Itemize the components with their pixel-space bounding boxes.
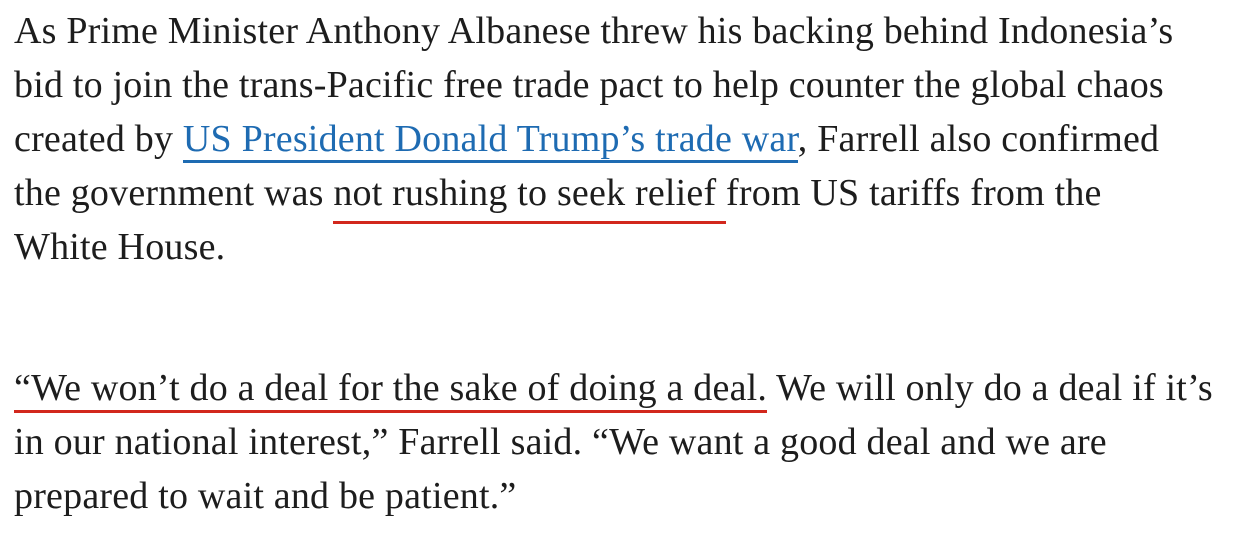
text-line: in our national interest,” Farrell said.… — [14, 421, 1107, 463]
text-line: prepared to wait and be patient.” — [14, 475, 517, 517]
trade-war-link[interactable]: US President Donald Trump’s trade war — [182, 118, 798, 163]
red-underline-annotation: “We won’t do a deal for the sake of doin… — [14, 367, 768, 413]
text-segment: , Farrell also confirmed — [797, 118, 1160, 160]
text-line: As Prime Minister Anthony Albanese threw… — [14, 10, 1174, 52]
text-segment: We will only do a deal if it’s — [767, 367, 1213, 409]
text-line: “We won’t do a deal for the sake of doin… — [14, 361, 1235, 415]
red-underline-annotation: not rushing to seek relief — [333, 172, 727, 224]
paragraph-1: As Prime Minister Anthony Albanese threw… — [14, 4, 1235, 274]
text-line: created by US President Donald Trump’s t… — [14, 112, 1235, 166]
article-body: As Prime Minister Anthony Albanese threw… — [14, 4, 1235, 523]
text-segment: the government was — [14, 172, 334, 214]
text-segment: from US tariffs from the — [726, 172, 1102, 214]
text-line: White House. — [14, 226, 226, 268]
text-line: bid to join the trans-Pacific free trade… — [14, 64, 1164, 106]
text-segment: created by — [14, 118, 183, 160]
paragraph-2: “We won’t do a deal for the sake of doin… — [14, 361, 1235, 523]
text-line: the government was not rushing to seek r… — [14, 166, 1235, 224]
